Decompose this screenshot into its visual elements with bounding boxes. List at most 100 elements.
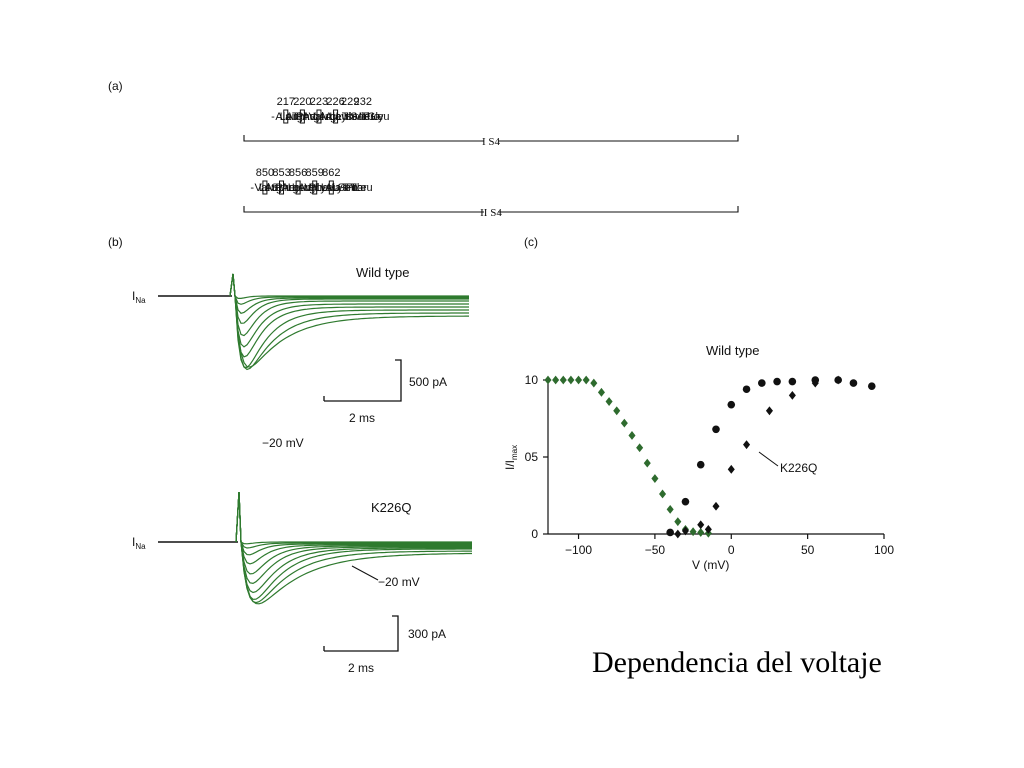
data-point (788, 391, 796, 400)
data-point (704, 524, 712, 534)
x-tick-label: −50 (645, 543, 666, 557)
slide-caption: Dependencia del voltaje (592, 646, 882, 679)
residue-number: 850 (256, 167, 274, 179)
data-point (552, 375, 560, 385)
scale-current-bottom: 300 pA (408, 627, 446, 641)
residue-val: Val (354, 111, 369, 123)
data-point (590, 378, 598, 388)
residue-val: Val (309, 111, 324, 123)
data-point (605, 397, 613, 406)
residue-box (333, 109, 339, 124)
residue-box (283, 109, 289, 124)
data-point (712, 425, 720, 434)
current-trace (235, 491, 472, 545)
sequence-dash: - (271, 111, 275, 123)
residue-thr: Thr (342, 111, 359, 123)
sequence-dash: - (375, 111, 379, 123)
data-point (643, 458, 651, 468)
current-trace (229, 273, 469, 358)
residue-lys: Lys (331, 182, 348, 194)
residue-phe: Phe (296, 111, 316, 123)
panel-b: (b) Wild type INa −20 mV 500 pA 2 ms K22… (108, 235, 472, 675)
scale-bar-top (324, 359, 402, 402)
data-point (727, 400, 736, 409)
data-point (849, 379, 858, 387)
series-label-k226q: K226Q (780, 461, 817, 475)
data-point (674, 529, 682, 539)
residue-number: 226 (326, 96, 344, 108)
sequence-dash: - (250, 182, 254, 194)
data-point (697, 520, 705, 530)
sequence-row-1: - AlaLeuArg217ThrPheArg220ValLeuArg223Ala… (243, 96, 739, 148)
ina-label-top: INa (132, 289, 146, 305)
voltage-label-top: −20 mV (262, 436, 304, 450)
data-point (666, 528, 674, 537)
k226q-title: K226Q (371, 500, 411, 515)
panel-b-label: (b) (108, 235, 123, 249)
current-trace (235, 491, 472, 585)
data-point (712, 501, 720, 511)
residue-arg: Arg (286, 111, 303, 123)
current-trace (229, 273, 469, 305)
data-point (674, 517, 682, 527)
y-axis-label: I/Imax (503, 445, 519, 470)
segment-bracket-left (243, 135, 484, 142)
trace-family-bottom (235, 491, 472, 605)
data-point (544, 375, 552, 385)
data-point (765, 406, 773, 416)
scale-time-bottom: 2 ms (348, 661, 374, 675)
current-trace (235, 491, 472, 594)
data-point (681, 526, 689, 536)
scale-time-top: 2 ms (349, 411, 375, 425)
data-point (620, 418, 628, 428)
current-trace (229, 273, 469, 371)
x-tick-label: 100 (874, 543, 894, 557)
residue-thr: Thr (350, 182, 367, 194)
voltage-label-bottom: −20 mV (378, 575, 420, 589)
residue-arg: Arg (302, 111, 319, 123)
segment-bracket-left (243, 206, 484, 213)
x-tick-label: 50 (801, 543, 815, 557)
residue-leu: Leu (371, 111, 389, 123)
residue-val: Val (255, 182, 270, 194)
residue-number: 229 (341, 96, 359, 108)
residue-ile: Ile (346, 111, 358, 123)
voltage-pointer-bottom (351, 565, 379, 581)
data-point (659, 489, 667, 499)
residue-gly: Gly (367, 111, 384, 123)
current-trace (235, 491, 472, 565)
data-point (575, 375, 583, 385)
residue-tro: Tro (342, 182, 358, 194)
residue-number: 859 (306, 167, 324, 179)
scale-current-top: 500 pA (409, 375, 447, 389)
residue-arg: Arg (282, 182, 299, 194)
panel-c-label: (c) (524, 235, 538, 249)
segment-bracket-right (498, 135, 739, 142)
y-tick-label: 0 (531, 527, 538, 541)
x-ticks: −100 −50 0 50 100 (565, 534, 894, 557)
data-point (651, 474, 659, 483)
residue-box (262, 180, 268, 195)
panel-a-label: (a) (108, 79, 123, 93)
chart-title: Wild type (706, 343, 759, 358)
ina-label-bottom: INa (132, 535, 146, 551)
residue-number: 862 (322, 167, 340, 179)
data-point (773, 377, 781, 386)
residue-lys: Lys (336, 111, 353, 123)
trace-family-top (229, 273, 469, 371)
current-trace (229, 273, 469, 348)
current-trace (229, 273, 469, 299)
data-point (666, 504, 674, 514)
wild-type-title: Wild type (356, 265, 409, 280)
data-point (681, 497, 690, 506)
data-point (559, 375, 567, 385)
residue-arg: Arg (265, 182, 282, 194)
data-point (743, 440, 751, 450)
residue-number: 856 (289, 167, 307, 179)
residue-val: Val (304, 182, 319, 194)
data-point (636, 443, 644, 453)
residue-phe: Phe (275, 182, 295, 194)
data-point (689, 527, 697, 537)
x-axis-label: V (mV) (692, 558, 729, 572)
